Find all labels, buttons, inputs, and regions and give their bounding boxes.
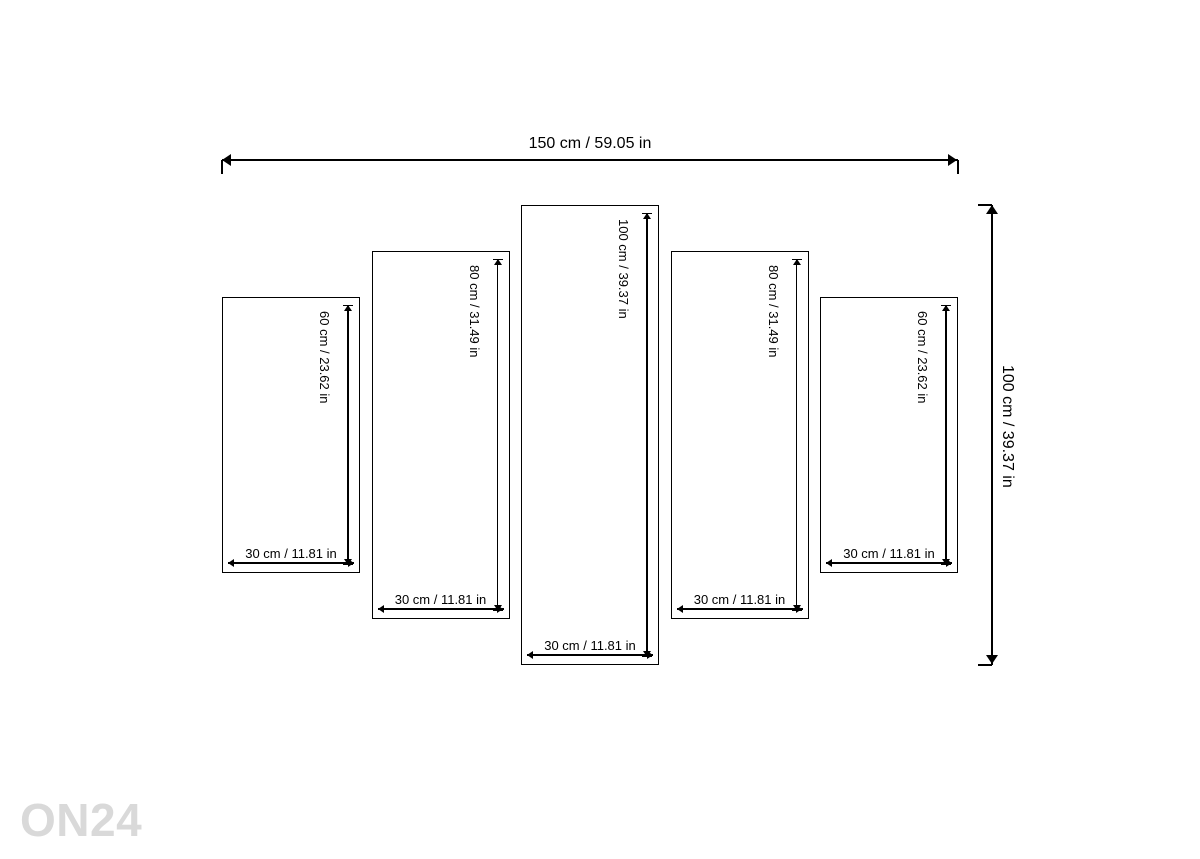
total-width-label: 150 cm / 59.05 in xyxy=(222,135,958,153)
panel-3 xyxy=(521,205,659,665)
total-height-label: 100 cm / 39.37 in xyxy=(998,365,1016,488)
dimension-diagram: 60 cm / 23.62 in 30 cm / 11.81 in 80 cm / … xyxy=(0,0,1200,859)
panel-1-height-label: 60 cm / 23.62 in xyxy=(317,311,332,404)
panel-2-height-label: 80 cm / 31.49 in xyxy=(467,265,482,358)
watermark: ON24 xyxy=(20,793,142,847)
panel-5-width-label: 30 cm / 11.81 in xyxy=(820,546,958,561)
panel-3-width-label: 30 cm / 11.81 in xyxy=(521,638,659,653)
panel-2-width-label: 30 cm / 11.81 in xyxy=(372,592,510,607)
panel-4-width-label: 30 cm / 11.81 in xyxy=(671,592,809,607)
panel-5 xyxy=(820,297,958,573)
panel-4-height-label: 80 cm / 31.49 in xyxy=(766,265,781,358)
panel-2 xyxy=(372,251,510,619)
panel-5-height-label: 60 cm / 23.62 in xyxy=(915,311,930,404)
panel-4 xyxy=(671,251,809,619)
panel-1-width-label: 30 cm / 11.81 in xyxy=(222,546,360,561)
panel-1 xyxy=(222,297,360,573)
panel-3-height-label: 100 cm / 39.37 in xyxy=(616,219,631,319)
